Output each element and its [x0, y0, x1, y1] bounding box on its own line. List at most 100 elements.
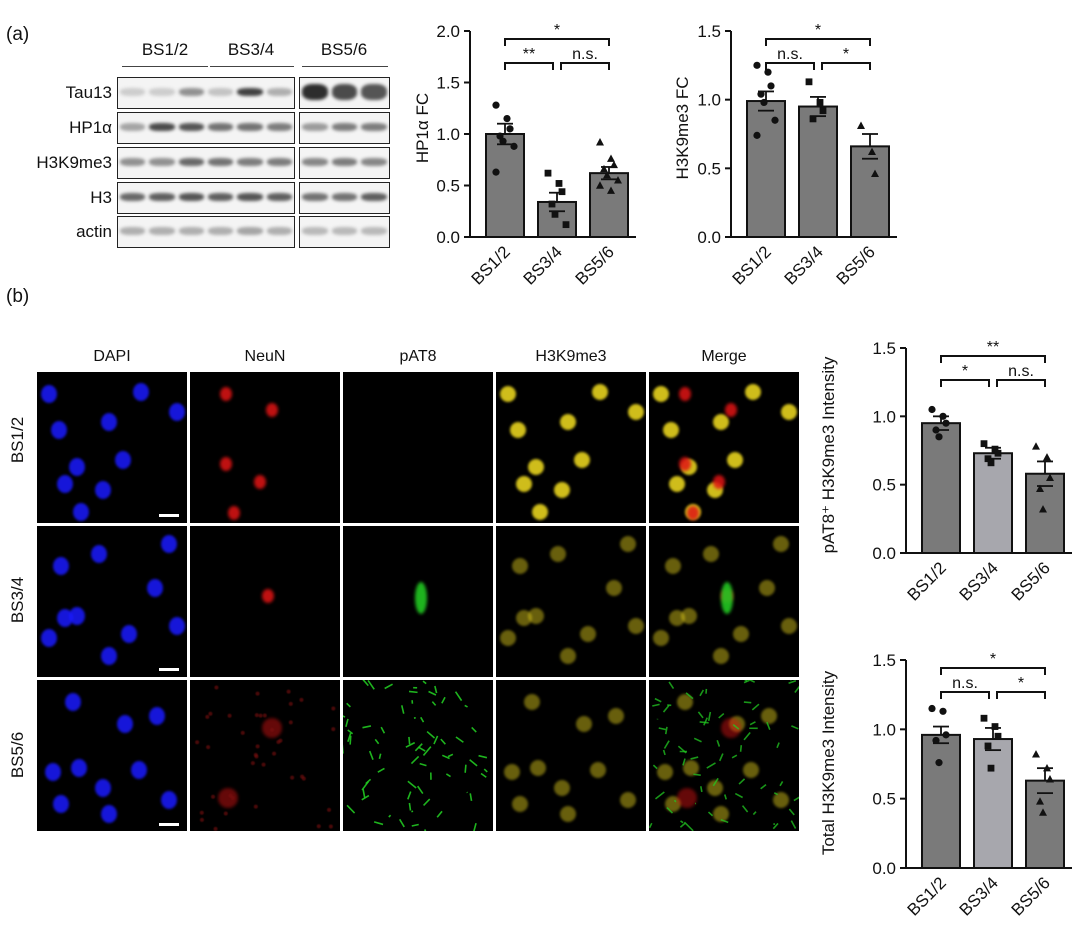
data-point [544, 169, 552, 177]
blot-band [149, 123, 175, 131]
significance-bracket [940, 355, 1046, 363]
bar [485, 133, 525, 238]
y-tick-label: 0.0 [872, 859, 896, 878]
significance-bracket [996, 379, 1046, 387]
blot-group-underline [302, 66, 388, 67]
microscopy-column-title: NeuN [244, 348, 286, 365]
blot-group-label: BS5/6 [320, 40, 368, 59]
data-point [991, 723, 999, 730]
significance-label: n.s. [572, 46, 598, 63]
significance-bracket [821, 62, 871, 70]
y-tick-label: 0.0 [697, 228, 721, 247]
blot-band-box [299, 112, 390, 144]
y-tick-label: 1.0 [436, 125, 460, 144]
data-point [503, 114, 511, 123]
x-tick-label: BS5/6 [833, 242, 879, 288]
significance-label: * [554, 22, 560, 39]
bar [1025, 472, 1065, 555]
data-point [871, 169, 879, 178]
data-point [942, 731, 950, 739]
data-point [928, 405, 936, 414]
blot-band [237, 193, 263, 201]
microscopy-image-tile [496, 680, 646, 831]
data-point [1032, 750, 1040, 758]
data-point [994, 449, 1002, 457]
blot-band-box [117, 77, 295, 109]
data-point [939, 412, 947, 420]
blot-band [208, 88, 234, 96]
data-point [994, 732, 1002, 740]
microscopy-image-tile [37, 680, 187, 831]
blot-band [302, 193, 328, 201]
microscopy-image-tile [649, 680, 799, 831]
data-point [980, 440, 988, 448]
blot-band [237, 88, 263, 96]
data-point [757, 90, 765, 98]
blot-band [331, 84, 358, 100]
microscopy-row-label: BS5/6 [8, 731, 27, 779]
bar [589, 172, 629, 238]
x-tick-label: BS3/4 [781, 242, 827, 288]
data-point [819, 107, 827, 115]
blot-band [361, 84, 387, 100]
blot-band [149, 158, 175, 166]
x-tick-label: BS3/4 [956, 558, 1002, 604]
blot-band-box [117, 216, 295, 248]
microscopy-image-tile [190, 680, 340, 831]
data-point [764, 68, 772, 76]
blot-group-underline [122, 66, 208, 67]
microscopy-image-tile [37, 372, 187, 523]
x-tick-label: BS1/2 [729, 242, 775, 288]
microscopy-column-title: DAPI [93, 348, 131, 365]
y-tick-label: 0.5 [436, 177, 460, 196]
data-point [753, 61, 761, 69]
data-point [610, 160, 618, 169]
significance-label: * [815, 22, 821, 39]
blot-band [149, 227, 175, 235]
data-point [558, 188, 566, 196]
blot-band-box [299, 147, 390, 179]
pat8-h3k9me3-intensity-chart: 0.0 0.5 1.0 1.5 pAT8⁺ H3K9me3 Intensity BS1/2… [819, 339, 1072, 605]
y-axis-label: HP1α FC [413, 93, 432, 163]
blot-band-box [299, 77, 390, 109]
blot-row-label: Tau13 [65, 83, 112, 102]
panel-label-a: (a) [6, 24, 30, 45]
data-point [939, 707, 947, 715]
x-tick-label: BS5/6 [572, 242, 618, 288]
data-point [510, 142, 518, 150]
blot-band [266, 158, 292, 166]
blot-band [266, 193, 292, 201]
microscopy-column-title: H3K9me3 [535, 348, 607, 365]
blot-band [302, 123, 328, 131]
data-point [942, 419, 950, 427]
blot-band [361, 193, 387, 201]
y-tick-label: 2.0 [436, 22, 460, 41]
data-point [492, 101, 500, 109]
microscopy-image-tile [496, 372, 646, 523]
microscopy-image-tile [37, 526, 187, 677]
data-point [562, 221, 570, 229]
microscopy-image-tile [190, 526, 340, 677]
significance-bracket [940, 691, 990, 699]
data-point [614, 176, 622, 184]
microscopy-image-tile [496, 526, 646, 677]
significance-bracket [504, 38, 610, 46]
significance-bracket [560, 62, 610, 70]
x-tick-label: BS1/2 [904, 558, 950, 604]
data-point [1036, 484, 1044, 492]
microscopy-column-title: Merge [701, 348, 747, 365]
blot-group-label: BS1/2 [141, 40, 189, 59]
blot-band-box [299, 216, 390, 248]
data-point [1032, 442, 1040, 450]
blot-row-label: H3 [90, 188, 112, 207]
data-point [753, 131, 761, 139]
blot-band [302, 84, 328, 100]
significance-label: * [962, 363, 968, 380]
blot-band [120, 88, 146, 96]
data-point [596, 181, 604, 189]
bar [973, 452, 1013, 555]
blot-band [178, 227, 204, 235]
blot-band [266, 227, 292, 235]
blot-band [302, 227, 328, 235]
blot-band [208, 158, 234, 166]
